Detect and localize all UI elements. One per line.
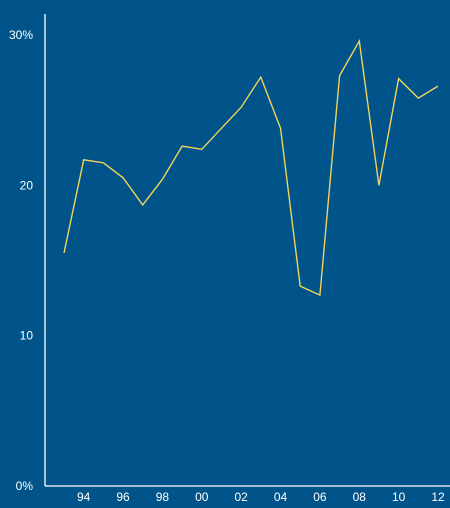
x-tick-label: 94	[77, 490, 91, 503]
y-tick-label: 30%	[9, 28, 33, 42]
y-tick-label: 0%	[16, 479, 34, 493]
y-axis-ticks: 0% 10 20 30%	[9, 28, 33, 493]
axes	[44, 14, 450, 487]
x-tick-label: 06	[313, 490, 327, 503]
x-tick-label: 02	[234, 490, 248, 503]
series-layer	[63, 38, 439, 297]
x-tick-label: 08	[353, 490, 367, 503]
x-tick-label: 96	[116, 490, 130, 503]
x-tick-label: 98	[156, 490, 170, 503]
x-tick-label: 10	[392, 490, 406, 503]
x-axis-ticks: 94 96 98 00 02 04 06 08 10 12	[77, 490, 445, 504]
y-tick-label: 20	[20, 178, 34, 192]
x-tick-label: 00	[195, 490, 209, 503]
x-tick-label: 12	[431, 490, 445, 503]
series-line	[63, 38, 439, 297]
x-tick-label: 04	[274, 490, 288, 503]
y-tick-label: 10	[20, 329, 34, 343]
